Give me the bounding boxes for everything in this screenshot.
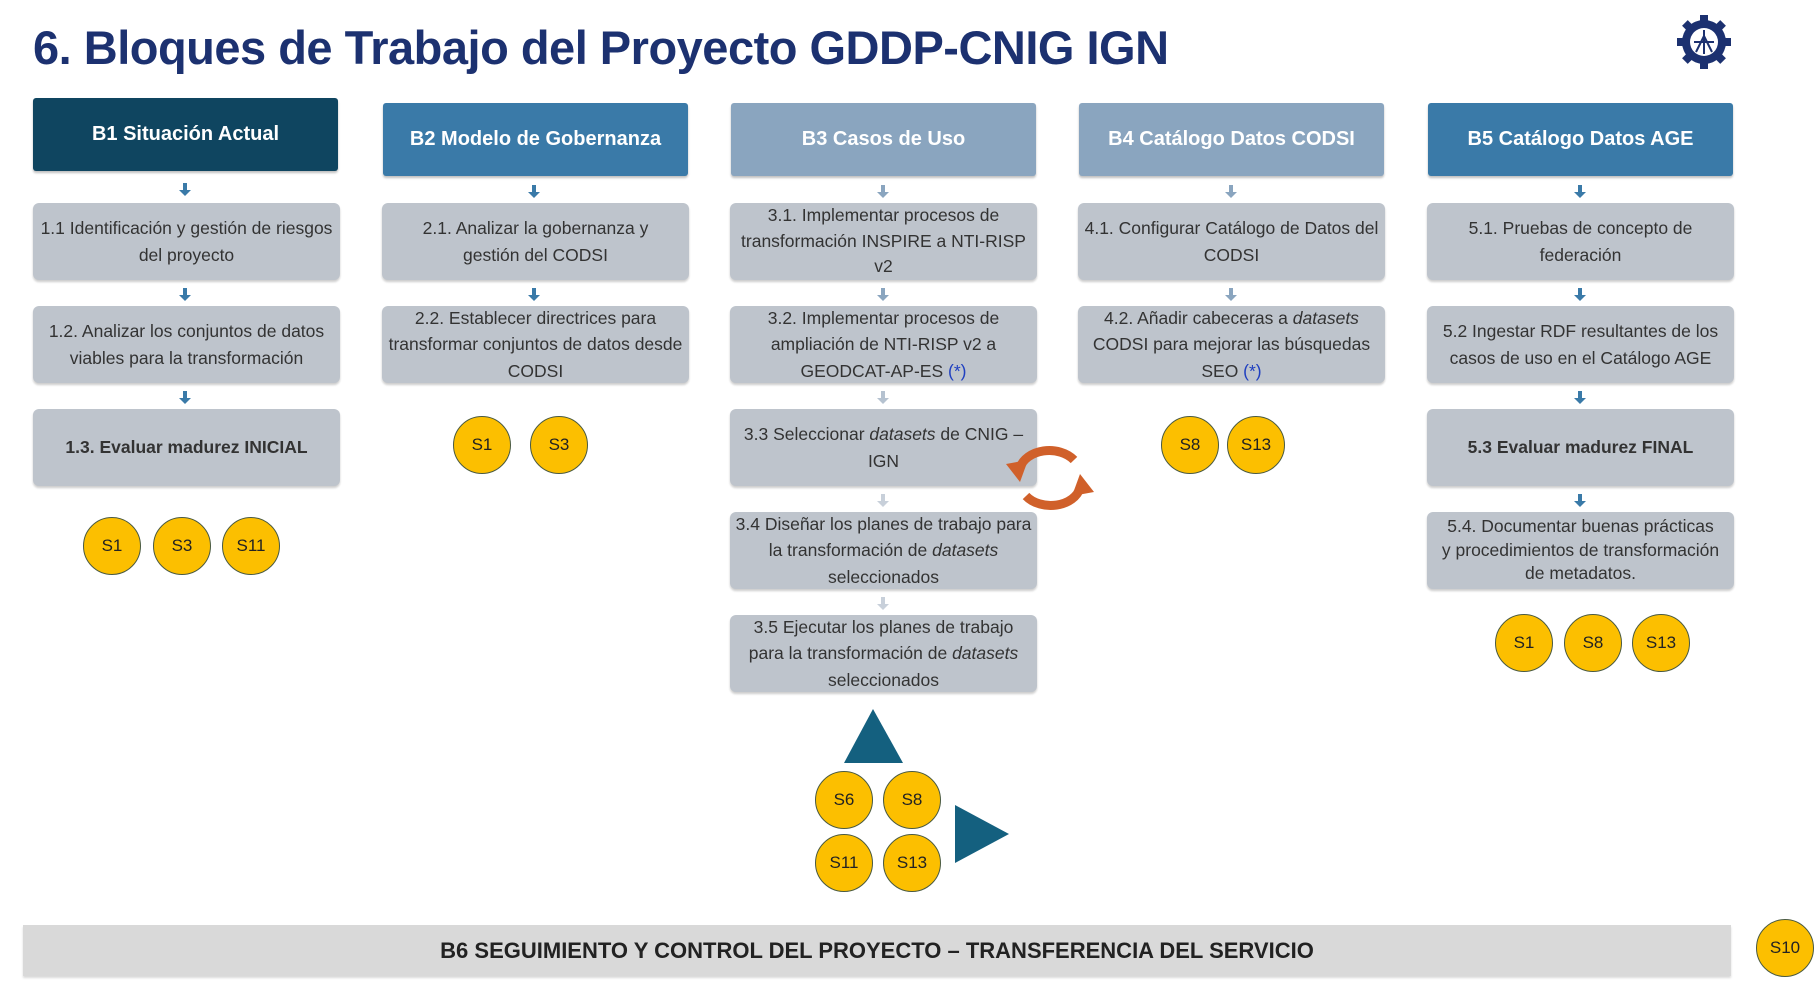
- triangle-up-icon: [844, 709, 903, 763]
- task-2-1: 2.1. Analizar la gobernanza y gestión de…: [382, 203, 689, 280]
- task-text: 2.2. Establecer directrices para transfo…: [388, 308, 683, 381]
- badge-s13: S13: [1632, 614, 1690, 672]
- badge-s8: S8: [1161, 416, 1219, 474]
- triangle-right-icon: [955, 805, 1009, 863]
- badge-s8: S8: [883, 771, 941, 829]
- block-header-b3: B3 Casos de Uso: [731, 103, 1036, 176]
- task-text: seleccionados: [828, 566, 939, 587]
- block-header-b2: B2 Modelo de Gobernanza: [383, 103, 688, 176]
- badge-s11: S11: [815, 834, 873, 892]
- task-4-2: 4.2. Añadir cabeceras a datasets CODSI p…: [1078, 306, 1385, 383]
- block-header-b5: B5 Catálogo Datos AGE: [1428, 103, 1733, 176]
- badge-s1: S1: [83, 517, 141, 575]
- page-title: 6. Bloques de Trabajo del Proyecto GDDP-…: [33, 21, 1169, 74]
- task-text: 5.2 Ingestar RDF resultantes de los caso…: [1442, 321, 1719, 368]
- task-1-3: 1.3. Evaluar madurez INICIAL: [33, 409, 340, 486]
- task-text-italic: datasets: [932, 540, 999, 561]
- task-text: 1.2. Analizar los conjuntos de datos via…: [48, 321, 325, 368]
- badge-s8: S8: [1564, 614, 1622, 672]
- task-1-2: 1.2. Analizar los conjuntos de datos via…: [33, 306, 340, 383]
- badge-s6: S6: [815, 771, 873, 829]
- task-text: 5.1. Pruebas de concepto de federación: [1468, 218, 1693, 265]
- task-text: 3.2. Implementar procesos de ampliación …: [767, 308, 1000, 381]
- task-3-2: 3.2. Implementar procesos de ampliación …: [730, 306, 1037, 383]
- badge-s11: S11: [222, 517, 280, 575]
- badge-s13: S13: [1227, 416, 1285, 474]
- block-header-b1: B1 Situación Actual: [33, 98, 338, 171]
- task-text: 3.4 Diseñar los planes de trabajo para l…: [735, 514, 1032, 561]
- task-text-italic: datasets: [1292, 308, 1359, 329]
- task-5-3: 5.3 Evaluar madurez FINAL: [1427, 409, 1734, 486]
- badge-s3: S3: [530, 416, 588, 474]
- task-text: 3.5 Ejecutar los planes de trabajo para …: [748, 617, 1014, 664]
- badge-s1: S1: [453, 416, 511, 474]
- gear-compass-icon: [1677, 15, 1731, 69]
- badge-s13: S13: [883, 834, 941, 892]
- task-text-italic: datasets: [869, 424, 936, 445]
- task-text: 3.1. Implementar procesos de transformac…: [741, 205, 1026, 277]
- task-1-1: 1.1 Identificación y gestión de riesgos …: [33, 203, 340, 280]
- task-text: 5.3 Evaluar madurez FINAL: [1467, 437, 1694, 458]
- task-2-2: 2.2. Establecer directrices para transfo…: [382, 306, 689, 383]
- task-3-4: 3.4 Diseñar los planes de trabajo para l…: [730, 512, 1037, 589]
- task-text: CODSI para mejorar las búsquedas SEO: [1092, 334, 1371, 381]
- task-3-5: 3.5 Ejecutar los planes de trabajo para …: [730, 615, 1037, 692]
- task-5-2: 5.2 Ingestar RDF resultantes de los caso…: [1427, 306, 1734, 383]
- footnote-marker: (*): [948, 360, 967, 381]
- task-text-italic: datasets: [952, 643, 1019, 664]
- task-text: de CNIG – IGN: [867, 424, 1024, 471]
- task-5-1: 5.1. Pruebas de concepto de federación: [1427, 203, 1734, 280]
- footnote-marker: (*): [1243, 360, 1262, 381]
- task-5-4: 5.4. Documentar buenas prácticas y proce…: [1427, 512, 1734, 589]
- badge-s3: S3: [153, 517, 211, 575]
- task-text: 4.2. Añadir cabeceras a: [1104, 308, 1293, 329]
- task-text: 5.4. Documentar buenas prácticas y proce…: [1441, 516, 1720, 584]
- task-3-3: 3.3 Seleccionar datasets de CNIG – IGN: [730, 409, 1037, 486]
- badge-s10: S10: [1756, 919, 1814, 977]
- cycle-arrows-icon: [1006, 446, 1094, 510]
- task-text: 3.3 Seleccionar: [743, 424, 870, 445]
- task-text: 1.3. Evaluar madurez INICIAL: [65, 437, 308, 458]
- badge-s1: S1: [1495, 614, 1553, 672]
- block-b6-bar: B6 SEGUIMIENTO Y CONTROL DEL PROYECTO – …: [23, 925, 1731, 976]
- task-3-1: 3.1. Implementar procesos de transformac…: [730, 203, 1037, 280]
- task-text: seleccionados: [828, 669, 939, 690]
- task-text: 2.1. Analizar la gobernanza y gestión de…: [422, 218, 649, 265]
- task-4-1: 4.1. Configurar Catálogo de Datos del CO…: [1078, 203, 1385, 280]
- task-text: 1.1 Identificación y gestión de riesgos …: [40, 218, 333, 265]
- block-header-b4: B4 Catálogo Datos CODSI: [1079, 103, 1384, 176]
- task-text: 4.1. Configurar Catálogo de Datos del CO…: [1084, 218, 1379, 265]
